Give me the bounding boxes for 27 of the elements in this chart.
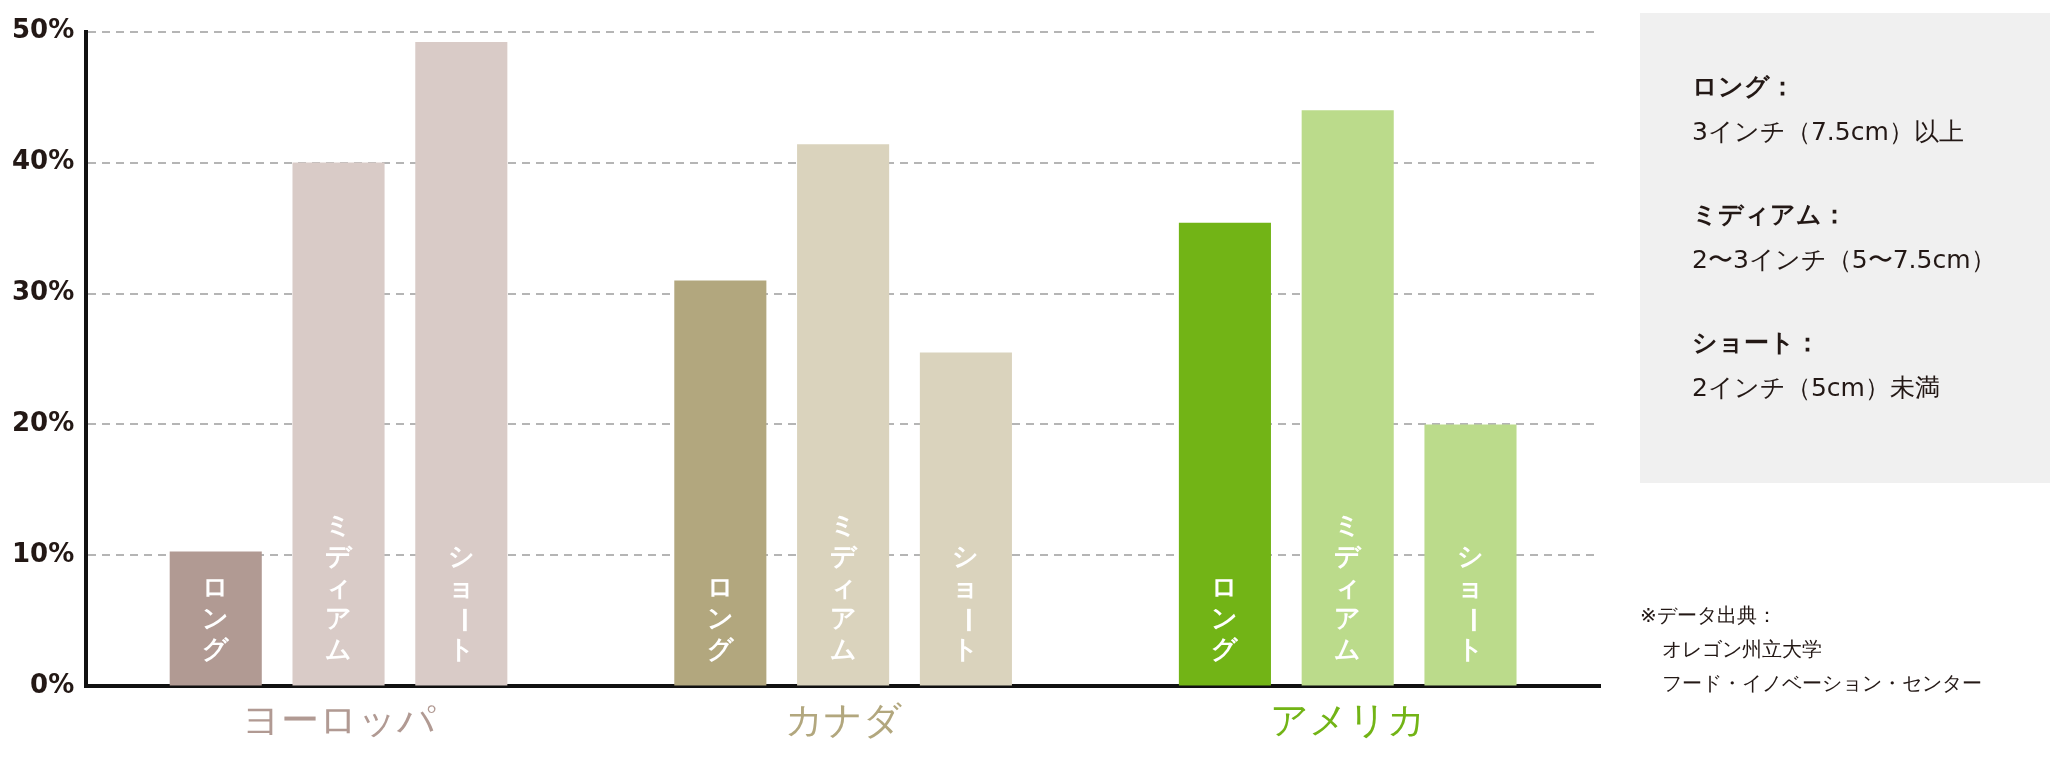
y-tick-label: 40%: [12, 145, 75, 176]
series-label: ミディアム: [325, 510, 354, 665]
text: オレゴン州立大学: [1661, 636, 1823, 663]
text: ロング: [1211, 572, 1239, 665]
series-label: ショート: [447, 541, 479, 665]
x-tick-label: カナダ: [784, 698, 902, 743]
bar: [169, 551, 262, 686]
bar: [1178, 222, 1271, 686]
text: ※データ出典：: [1640, 602, 1778, 629]
text: ロング: [706, 572, 734, 665]
y-tick-label: 10%: [12, 538, 75, 569]
text: フード・イノベーション・センター: [1661, 670, 1982, 697]
text: ショート: [952, 541, 984, 665]
text: ショート： 2インチ（5cm）未満: [1692, 327, 1941, 404]
y-tick-label: 30%: [12, 276, 75, 307]
text: ミディアム： 2〜3インチ（5〜7.5cm）: [1692, 199, 1997, 276]
y-tick-label: 20%: [12, 407, 75, 438]
y-tick-label: 0%: [30, 669, 75, 700]
x-tick-label: ヨーロッパ: [241, 698, 436, 743]
text: ロング： 3インチ（7.5cm）以上: [1692, 71, 1965, 148]
text: ショート: [1456, 541, 1488, 665]
series-label: ロング: [202, 572, 231, 665]
bar: [674, 280, 767, 686]
x-tick-label: アメリカ: [1269, 698, 1426, 743]
y-tick-label: 50%: [12, 14, 75, 45]
text: ミディアム: [829, 510, 857, 665]
text: ミディアム: [1334, 510, 1362, 665]
